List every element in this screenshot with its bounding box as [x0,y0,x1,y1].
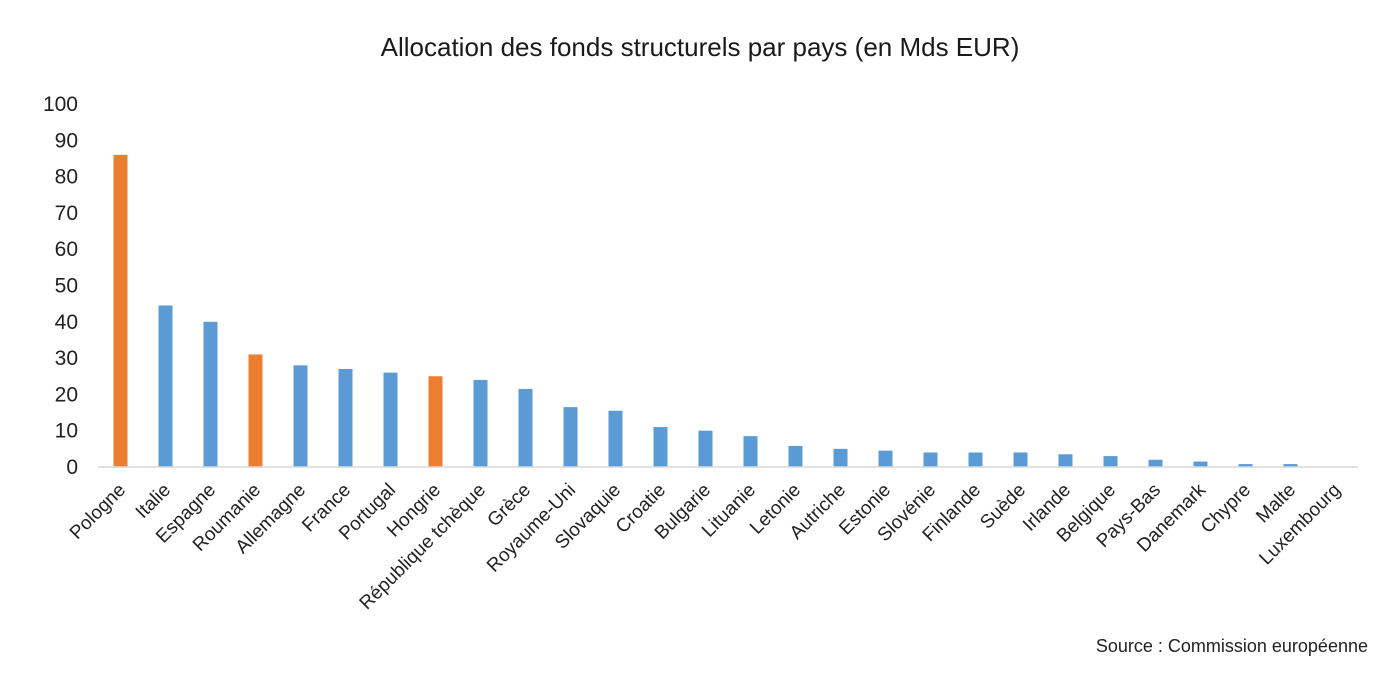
x-category-label: Suède [976,480,1030,534]
bar-3 [248,354,263,467]
y-tick-label: 30 [55,347,78,370]
bar-9 [518,388,533,467]
y-tick-label: 50 [55,275,78,298]
bar-16 [833,448,848,467]
bar-15 [788,445,803,467]
x-category-label: Pologne [66,480,130,544]
bar-1 [158,305,173,467]
bar-19 [968,452,983,467]
y-axis-ticks: 0 10 20 30 40 50 60 70 80 90 100 [43,93,78,479]
bar-13 [698,430,713,467]
bar-23 [1148,459,1163,467]
bar-20 [1013,452,1028,467]
chart-title: Allocation des fonds structurels par pay… [380,32,1020,62]
bars [113,154,1343,467]
y-tick-label: 60 [55,238,78,261]
x-category-label: Chypre [1197,480,1255,538]
bar-7 [428,376,443,467]
bar-22 [1103,456,1118,467]
y-tick-label: 0 [66,456,78,479]
bar-18 [923,452,938,467]
y-tick-label: 10 [55,420,78,443]
y-tick-label: 80 [55,166,78,189]
bar-6 [383,372,398,467]
bar-5 [338,368,353,467]
bar-24 [1193,461,1208,467]
y-tick-label: 100 [43,93,78,116]
bar-11 [608,410,623,467]
y-tick-label: 70 [55,202,78,225]
bar-12 [653,427,668,467]
bar-14 [743,436,758,467]
bar-4 [293,365,308,467]
bar-25 [1238,464,1253,467]
x-axis-labels: Pologne ItalieEspagneRoumanieAllemagneFra… [66,479,1345,614]
bar-26 [1283,464,1298,467]
source-note: Source : Commission européenne [1095,636,1368,656]
bar-0 [113,154,128,467]
bar-8 [473,379,488,467]
y-tick-label: 20 [55,383,78,406]
bar-2 [203,321,218,467]
bar-21 [1058,454,1073,467]
y-tick-label: 90 [55,129,78,152]
y-tick-label: 40 [55,311,78,334]
bar-10 [563,407,578,467]
bar-17 [878,450,893,467]
